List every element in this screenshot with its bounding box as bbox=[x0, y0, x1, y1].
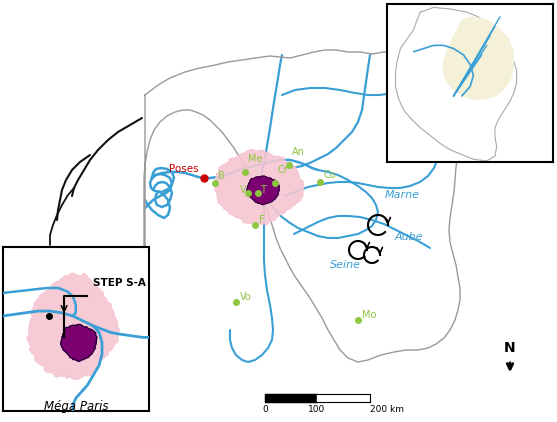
Text: V: V bbox=[240, 185, 247, 195]
Text: Aube: Aube bbox=[395, 232, 424, 242]
Text: F: F bbox=[259, 215, 265, 225]
Text: Poses: Poses bbox=[169, 164, 199, 174]
Polygon shape bbox=[443, 17, 513, 99]
Text: 100: 100 bbox=[309, 405, 326, 414]
Text: 0: 0 bbox=[262, 405, 268, 414]
Text: STEP S-A: STEP S-A bbox=[93, 278, 146, 288]
Text: Me: Me bbox=[248, 154, 262, 164]
Text: Marne: Marne bbox=[385, 190, 420, 200]
Polygon shape bbox=[247, 176, 280, 205]
Text: Seine: Seine bbox=[330, 260, 361, 270]
Text: T: T bbox=[260, 185, 266, 195]
Text: N: N bbox=[504, 341, 516, 355]
Text: Co: Co bbox=[323, 170, 336, 180]
Polygon shape bbox=[27, 273, 119, 379]
Text: Mo: Mo bbox=[362, 310, 377, 320]
Text: Méga Paris: Méga Paris bbox=[43, 400, 108, 413]
Text: Cr: Cr bbox=[278, 165, 289, 175]
Polygon shape bbox=[395, 8, 516, 161]
Polygon shape bbox=[144, 50, 461, 362]
Text: 200 km: 200 km bbox=[370, 405, 404, 414]
Text: Vo: Vo bbox=[240, 292, 252, 302]
Text: An: An bbox=[292, 147, 305, 157]
Text: B: B bbox=[218, 171, 225, 181]
Polygon shape bbox=[215, 150, 304, 225]
Polygon shape bbox=[61, 325, 97, 362]
